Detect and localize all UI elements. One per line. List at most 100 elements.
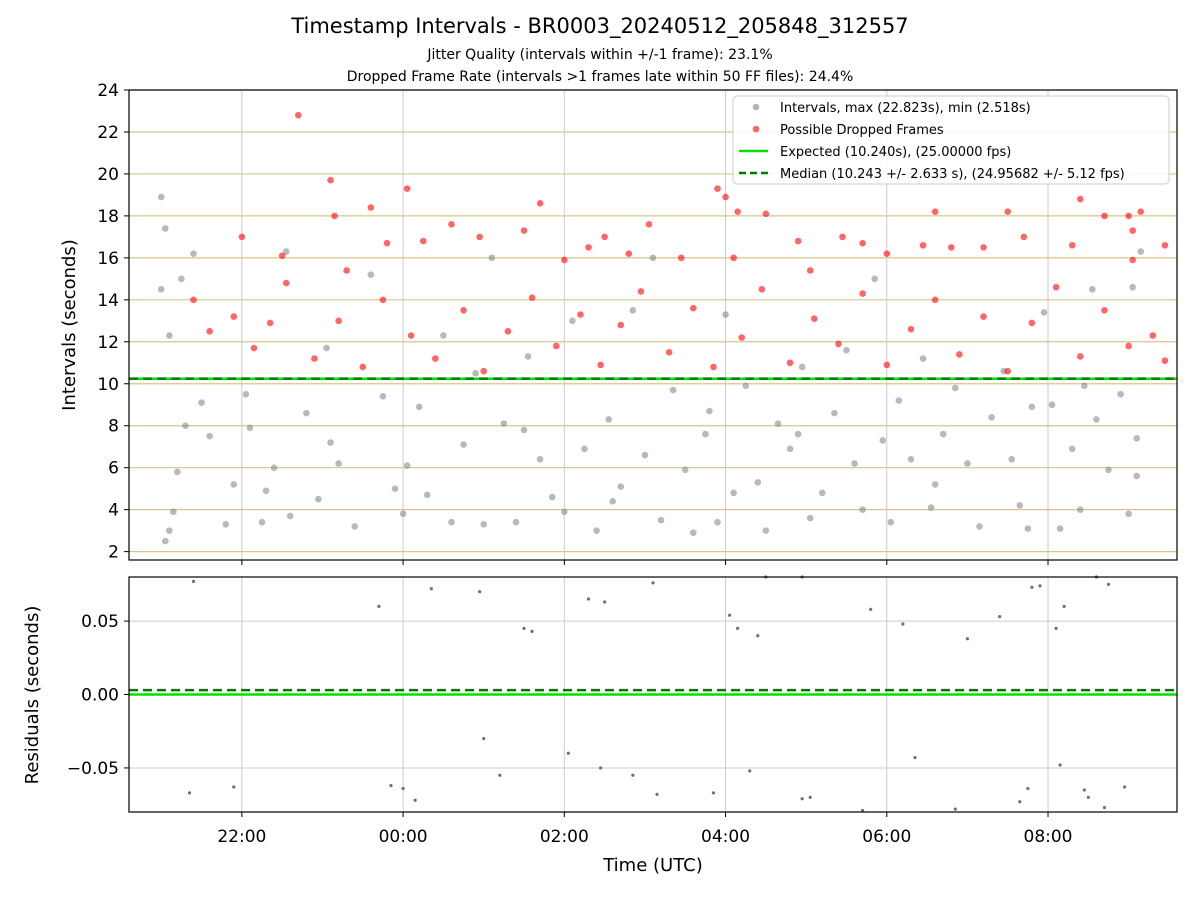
dropped-frame-point	[343, 267, 350, 274]
dropped-frame-point	[730, 254, 737, 262]
legend-marker	[752, 125, 760, 133]
interval-point	[480, 521, 488, 528]
interval-point	[512, 518, 520, 526]
interval-point	[157, 193, 165, 201]
dropped-frame-point	[794, 237, 802, 245]
dropped-frame-point	[931, 296, 939, 304]
residuals-y-tick-label: 0.05	[81, 612, 119, 632]
interval-point	[561, 508, 568, 516]
dropped-frame-point	[561, 256, 568, 264]
interval-point	[690, 529, 697, 537]
residual-point	[631, 773, 635, 777]
interval-point	[403, 462, 411, 469]
dropped-frame-point	[419, 237, 427, 245]
residual-point	[711, 791, 716, 795]
interval-point	[391, 485, 399, 492]
x-tick-label: 08:00	[1024, 827, 1073, 847]
dropped-frame-point	[206, 327, 213, 335]
dropped-frame-point	[294, 111, 302, 119]
dropped-frame-point	[690, 304, 697, 312]
x-tick-label: 06:00	[862, 827, 911, 847]
dropped-frame-point	[665, 348, 673, 356]
interval-point	[762, 527, 770, 534]
residual-point	[603, 600, 607, 604]
interval-point	[282, 248, 290, 255]
dropped-frame-point	[714, 185, 721, 192]
residual-point	[998, 615, 1002, 619]
interval-point	[722, 311, 729, 318]
interval-point	[198, 399, 205, 406]
residual-point	[498, 773, 502, 777]
residual-point	[1018, 800, 1022, 804]
interval-point	[843, 346, 850, 354]
residual-point	[913, 756, 917, 760]
residual-point	[1082, 788, 1086, 792]
residuals-ticks: 22:00 00:00 02:00 04:00 06:00 08:00 −0.05 0.00 0…	[67, 612, 1073, 847]
interval-point	[927, 504, 935, 511]
intervals-y-tick-label: 22	[97, 123, 119, 143]
interval-point	[270, 464, 278, 471]
residual-point	[655, 792, 659, 796]
interval-point	[818, 489, 826, 497]
residual-point	[530, 629, 534, 633]
dropped-frame-point	[637, 288, 645, 295]
interval-point	[448, 518, 455, 526]
interval-point	[174, 468, 181, 476]
dropped-frame-point	[552, 342, 560, 350]
interval-point	[161, 537, 169, 545]
dropped-frame-point	[806, 267, 814, 274]
dropped-frame-point	[1028, 319, 1036, 327]
residual-point	[965, 637, 970, 641]
dropped-frame-point	[597, 361, 604, 369]
intervals-points	[157, 111, 1169, 545]
residual-point	[389, 783, 393, 788]
interval-point	[323, 344, 330, 352]
interval-point	[161, 225, 169, 232]
dropped-frame-point	[1052, 283, 1060, 291]
dropped-frame-point	[786, 359, 794, 367]
chart-subtitle-jitter: Jitter Quality (intervals within +/-1 fr…	[427, 47, 773, 63]
intervals-y-tick-label: 4	[108, 501, 119, 521]
interval-point	[798, 363, 806, 371]
legend-label: Possible Dropped Frames	[780, 123, 944, 138]
dropped-frame-point	[327, 176, 334, 184]
interval-point	[182, 422, 189, 430]
residual-point	[808, 795, 812, 799]
dropped-frame-point	[520, 227, 528, 234]
interval-point	[649, 254, 657, 262]
interval-point	[399, 510, 407, 518]
intervals-y-tick-label: 14	[97, 291, 119, 311]
dropped-frame-point	[907, 325, 915, 333]
dropped-frame-point	[577, 311, 584, 318]
dropped-frame-point	[383, 239, 391, 247]
residual-point	[191, 579, 196, 584]
intervals-y-tick-label: 2	[108, 543, 119, 563]
interval-point	[952, 384, 959, 392]
dropped-frame-point	[1161, 357, 1169, 364]
dropped-frame-point	[266, 319, 274, 327]
dropped-frame-point	[1161, 241, 1169, 249]
x-tick-label: 04:00	[701, 827, 750, 847]
dropped-frame-point	[758, 286, 766, 293]
residual-point	[727, 613, 732, 617]
interval-point	[859, 506, 866, 513]
dropped-frame-point	[476, 233, 483, 241]
dropped-frame-point	[335, 317, 342, 325]
interval-point	[1080, 382, 1088, 390]
interval-point	[520, 426, 528, 434]
interval-point	[246, 424, 254, 432]
interval-point	[887, 518, 895, 526]
dropped-frame-point	[835, 340, 842, 348]
residuals-y-tick-label: 0.00	[81, 686, 119, 706]
interval-point	[262, 487, 270, 495]
interval-point	[286, 512, 294, 520]
interval-point	[166, 332, 173, 339]
dropped-frame-point	[331, 212, 338, 220]
dropped-frame-point	[1129, 256, 1136, 264]
residuals-reference-lines	[129, 688, 1177, 696]
residual-point	[187, 791, 192, 795]
dropped-frame-point	[1068, 241, 1076, 249]
